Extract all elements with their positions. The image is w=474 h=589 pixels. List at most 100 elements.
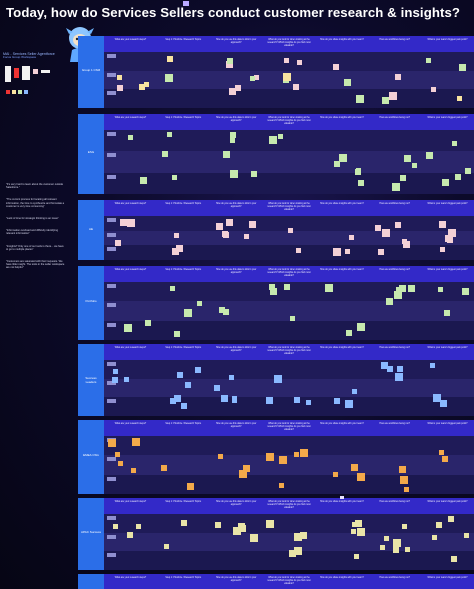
sticky-note[interactable] <box>461 288 469 296</box>
sticky-note[interactable] <box>135 524 141 530</box>
sticky-note[interactable] <box>162 151 169 158</box>
sticky-note[interactable] <box>333 161 340 168</box>
sticky-note[interactable] <box>429 362 435 368</box>
sticky-note[interactable] <box>230 170 239 179</box>
sticky-note[interactable] <box>278 133 284 139</box>
section-label[interactable]: Group 1 CSM <box>78 36 104 108</box>
sticky-note[interactable] <box>439 220 447 228</box>
sticky-note[interactable] <box>172 175 178 181</box>
sticky-note[interactable] <box>223 151 231 159</box>
section-label[interactable]: EMEA CSG <box>78 420 104 494</box>
sticky-note[interactable] <box>235 84 242 91</box>
sticky-note[interactable] <box>338 153 347 162</box>
sticky-note[interactable] <box>265 452 274 461</box>
sticky-note[interactable] <box>357 179 364 186</box>
sticky-note[interactable] <box>174 395 182 403</box>
sticky-note[interactable] <box>113 368 119 374</box>
sticky-note[interactable] <box>439 399 447 407</box>
sticky-note[interactable] <box>356 94 365 103</box>
sticky-note[interactable] <box>439 450 445 456</box>
sticky-note[interactable] <box>464 167 471 174</box>
sticky-note[interactable] <box>393 547 400 554</box>
sticky-note[interactable] <box>332 472 338 478</box>
sticky-note[interactable] <box>379 545 385 551</box>
sticky-note[interactable] <box>374 225 381 232</box>
sticky-note[interactable] <box>132 438 141 447</box>
sticky-note[interactable] <box>174 232 180 238</box>
sticky-note[interactable] <box>130 467 136 473</box>
sticky-note[interactable] <box>401 238 407 244</box>
sticky-note[interactable] <box>166 132 172 138</box>
sticky-note[interactable] <box>114 452 120 458</box>
sticky-note[interactable] <box>293 533 302 542</box>
sticky-note[interactable] <box>345 330 352 337</box>
sticky-note[interactable] <box>124 323 133 332</box>
sticky-note[interactable] <box>398 465 406 473</box>
sticky-note[interactable] <box>324 284 333 293</box>
sticky-note[interactable] <box>458 64 466 72</box>
sticky-note[interactable] <box>227 57 234 64</box>
sticky-note[interactable] <box>113 523 119 529</box>
sticky-note[interactable] <box>278 455 287 464</box>
sticky-note[interactable] <box>344 249 350 255</box>
sticky-note[interactable] <box>355 520 363 528</box>
sticky-note[interactable] <box>407 284 415 292</box>
sticky-note[interactable] <box>183 308 192 317</box>
sticky-note[interactable] <box>451 556 457 563</box>
section-label[interactable]: Group 8 <box>78 574 104 589</box>
sticky-note[interactable] <box>249 533 258 542</box>
sticky-note[interactable] <box>452 141 458 147</box>
sticky-note[interactable] <box>353 553 359 559</box>
sticky-note[interactable] <box>222 309 229 316</box>
sticky-note[interactable] <box>433 393 442 402</box>
sticky-note[interactable] <box>221 231 228 238</box>
sticky-note[interactable] <box>143 81 149 87</box>
section-label[interactable]: ESG <box>78 114 104 194</box>
sticky-note[interactable] <box>220 394 228 402</box>
sticky-note[interactable] <box>117 461 123 467</box>
sticky-note[interactable] <box>405 547 411 553</box>
sticky-note[interactable] <box>441 178 449 186</box>
sticky-note[interactable] <box>228 88 236 96</box>
section-label[interactable]: AE <box>78 200 104 260</box>
sticky-note[interactable] <box>265 520 274 529</box>
sticky-note[interactable] <box>454 174 461 181</box>
sticky-note[interactable] <box>269 288 277 296</box>
sticky-note[interactable] <box>215 521 222 528</box>
sticky-note[interactable] <box>127 134 133 140</box>
sticky-note[interactable] <box>229 137 235 143</box>
sticky-note[interactable] <box>170 286 176 292</box>
sticky-note[interactable] <box>436 521 443 528</box>
sticky-note[interactable] <box>396 287 403 294</box>
section-label[interactable]: Portfolio <box>78 266 104 340</box>
sticky-note[interactable] <box>176 372 183 379</box>
sticky-note[interactable] <box>395 74 402 81</box>
sticky-note[interactable] <box>386 366 393 373</box>
sticky-note[interactable] <box>380 362 388 370</box>
sticky-note[interactable] <box>163 543 169 549</box>
sticky-note[interactable] <box>296 247 302 253</box>
sticky-note[interactable] <box>253 74 259 80</box>
sticky-note[interactable] <box>394 290 403 299</box>
sticky-note[interactable] <box>351 522 357 528</box>
sticky-note[interactable] <box>384 536 390 542</box>
sticky-note[interactable] <box>356 527 365 536</box>
sticky-note[interactable] <box>402 241 410 249</box>
sticky-note[interactable] <box>349 235 355 241</box>
sticky-note[interactable] <box>174 330 181 337</box>
section-label[interactable]: Success Leaders <box>78 344 104 416</box>
sticky-note[interactable] <box>164 73 173 82</box>
sticky-note[interactable] <box>350 464 358 472</box>
sticky-note[interactable] <box>288 549 296 557</box>
sticky-note[interactable] <box>231 396 237 402</box>
sticky-note[interactable] <box>266 397 274 405</box>
sticky-note[interactable] <box>117 74 123 80</box>
sticky-note[interactable] <box>333 63 340 70</box>
sticky-note[interactable] <box>124 376 130 382</box>
sticky-note[interactable] <box>116 84 123 91</box>
sticky-note[interactable] <box>170 397 177 404</box>
sticky-note[interactable] <box>238 470 247 479</box>
sticky-note[interactable] <box>426 151 434 159</box>
sticky-note[interactable] <box>448 516 455 523</box>
